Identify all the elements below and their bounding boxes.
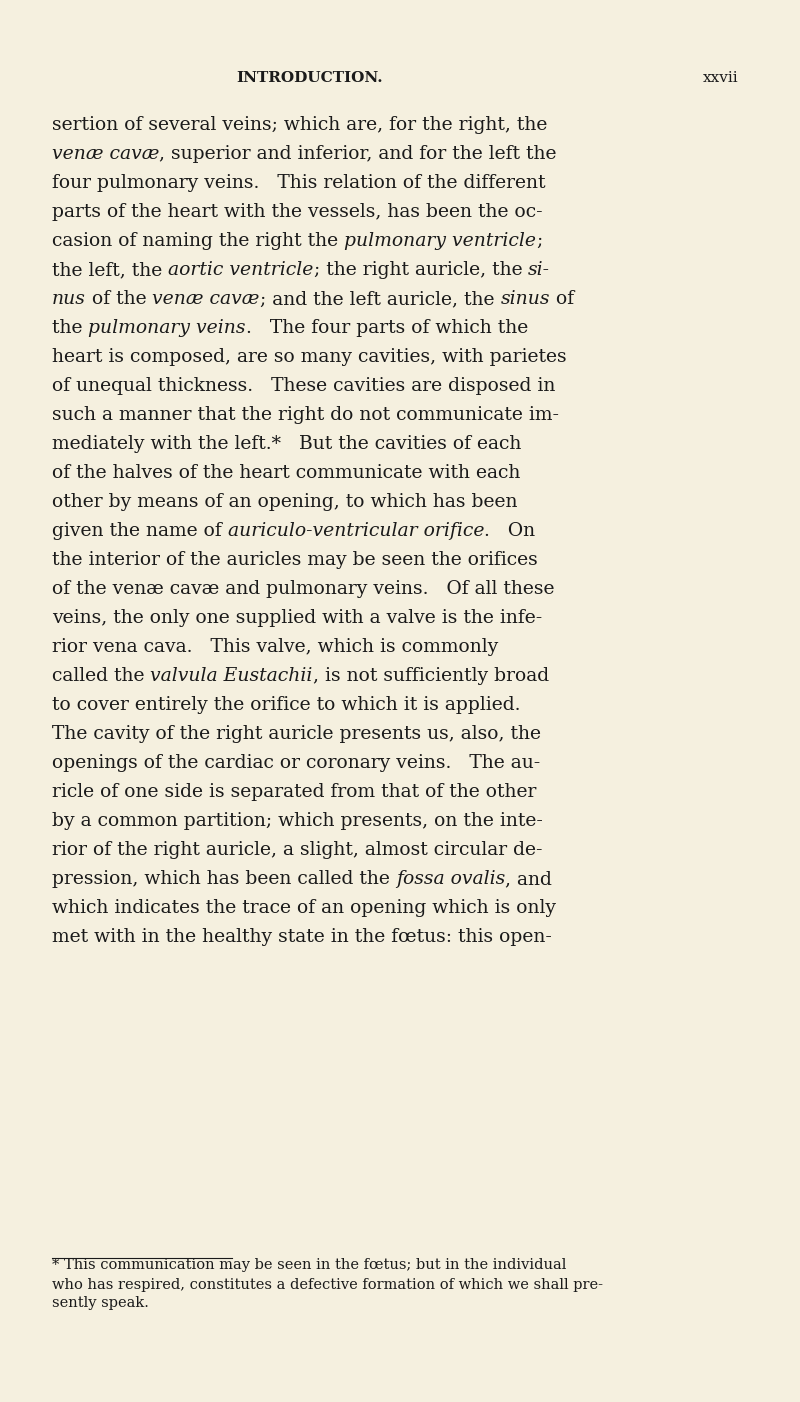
Text: venæ cavæ: venæ cavæ <box>52 144 159 163</box>
Text: sinus: sinus <box>500 290 550 308</box>
Text: who has respired, constitutes a defective formation of which we shall pre-: who has respired, constitutes a defectiv… <box>52 1277 603 1291</box>
Text: ;: ; <box>536 231 542 250</box>
Text: openings of the cardiac or coronary veins.   The au-: openings of the cardiac or coronary vein… <box>52 754 540 773</box>
Text: pression, which has been called the: pression, which has been called the <box>52 871 396 887</box>
Text: heart is composed, are so many cavities, with parietes: heart is composed, are so many cavities,… <box>52 348 566 366</box>
Text: INTRODUCTION.: INTRODUCTION. <box>237 72 383 86</box>
Text: sently speak.: sently speak. <box>52 1297 149 1311</box>
Text: which indicates the trace of an opening which is only: which indicates the trace of an opening … <box>52 899 556 917</box>
Text: sertion of several veins; which are, for the right, the: sertion of several veins; which are, for… <box>52 116 547 135</box>
Text: given the name of: given the name of <box>52 522 228 540</box>
Text: other by means of an opening, to which has been: other by means of an opening, to which h… <box>52 494 518 510</box>
Text: si-: si- <box>528 261 550 279</box>
Text: valvula Eustachii: valvula Eustachii <box>150 667 313 686</box>
Text: auriculo-ventricular orifice: auriculo-ventricular orifice <box>228 522 484 540</box>
Text: casion of naming the right the: casion of naming the right the <box>52 231 344 250</box>
Text: of the halves of the heart communicate with each: of the halves of the heart communicate w… <box>52 464 520 482</box>
Text: parts of the heart with the vessels, has been the oc-: parts of the heart with the vessels, has… <box>52 203 542 222</box>
Text: the left, the: the left, the <box>52 261 168 279</box>
Text: to cover entirely the orifice to which it is applied.: to cover entirely the orifice to which i… <box>52 695 521 714</box>
Text: The cavity of the right auricle presents us, also, the: The cavity of the right auricle presents… <box>52 725 541 743</box>
Text: pulmonary veins: pulmonary veins <box>89 320 246 336</box>
Text: of unequal thickness.   These cavities are disposed in: of unequal thickness. These cavities are… <box>52 377 555 395</box>
Text: called the: called the <box>52 667 150 686</box>
Text: veins, the only one supplied with a valve is the infe-: veins, the only one supplied with a valv… <box>52 608 542 627</box>
Text: .   On: . On <box>484 522 535 540</box>
Text: , and: , and <box>505 871 552 887</box>
Text: xxvii: xxvii <box>702 72 738 86</box>
Text: met with in the healthy state in the fœtus: this open-: met with in the healthy state in the fœt… <box>52 928 552 946</box>
Text: aortic ventricle: aortic ventricle <box>168 261 314 279</box>
Text: ricle of one side is separated from that of the other: ricle of one side is separated from that… <box>52 782 536 801</box>
Text: of the venæ cavæ and pulmonary veins.   Of all these: of the venæ cavæ and pulmonary veins. Of… <box>52 580 554 599</box>
Text: rior vena cava.   This valve, which is commonly: rior vena cava. This valve, which is com… <box>52 638 498 656</box>
Text: ; and the left auricle, the: ; and the left auricle, the <box>260 290 500 308</box>
Text: such a manner that the right do not communicate im-: such a manner that the right do not comm… <box>52 407 559 423</box>
Text: , is not sufficiently broad: , is not sufficiently broad <box>313 667 549 686</box>
Text: , superior and inferior, and for the left the: , superior and inferior, and for the lef… <box>159 144 557 163</box>
Text: the interior of the auricles may be seen the orifices: the interior of the auricles may be seen… <box>52 551 538 569</box>
Text: ; the right auricle, the: ; the right auricle, the <box>314 261 528 279</box>
Text: * This communication may be seen in the fœtus; but in the individual: * This communication may be seen in the … <box>52 1259 566 1273</box>
Text: the: the <box>52 320 89 336</box>
Text: by a common partition; which presents, on the inte-: by a common partition; which presents, o… <box>52 812 543 830</box>
Text: of the: of the <box>86 290 153 308</box>
Text: mediately with the left.*   But the cavities of each: mediately with the left.* But the caviti… <box>52 435 522 453</box>
Text: rior of the right auricle, a slight, almost circular de-: rior of the right auricle, a slight, alm… <box>52 841 542 859</box>
Text: of: of <box>550 290 574 308</box>
Text: pulmonary ventricle: pulmonary ventricle <box>344 231 536 250</box>
Text: venæ cavæ: venæ cavæ <box>153 290 260 308</box>
Text: four pulmonary veins.   This relation of the different: four pulmonary veins. This relation of t… <box>52 174 546 192</box>
Text: .   The four parts of which the: . The four parts of which the <box>246 320 528 336</box>
Text: fossa ovalis: fossa ovalis <box>396 871 505 887</box>
Text: nus: nus <box>52 290 86 308</box>
